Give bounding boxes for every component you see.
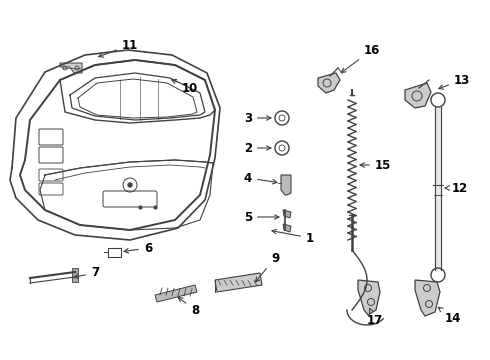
Polygon shape: [318, 73, 340, 93]
Text: 11: 11: [99, 39, 138, 57]
Polygon shape: [358, 280, 380, 315]
Text: 12: 12: [445, 181, 468, 194]
Polygon shape: [60, 63, 82, 73]
Polygon shape: [435, 107, 441, 270]
Text: 10: 10: [172, 80, 198, 95]
Polygon shape: [415, 280, 440, 316]
Text: 4: 4: [244, 171, 277, 185]
Text: 8: 8: [178, 297, 199, 316]
Text: 3: 3: [244, 112, 271, 125]
Polygon shape: [155, 285, 197, 302]
Text: 1: 1: [272, 229, 314, 244]
Polygon shape: [283, 210, 291, 218]
Text: 9: 9: [256, 252, 279, 282]
Text: 6: 6: [124, 242, 152, 255]
Text: 17: 17: [367, 308, 383, 327]
Polygon shape: [72, 268, 78, 282]
Text: 13: 13: [439, 73, 470, 89]
Polygon shape: [215, 273, 262, 292]
Text: 2: 2: [244, 141, 271, 154]
Text: 15: 15: [360, 158, 391, 171]
Polygon shape: [405, 83, 431, 108]
Text: 7: 7: [74, 266, 99, 279]
Polygon shape: [283, 224, 291, 232]
Polygon shape: [281, 175, 291, 195]
Text: 5: 5: [244, 211, 279, 224]
Text: 14: 14: [438, 307, 461, 324]
Text: 16: 16: [341, 44, 380, 73]
Circle shape: [128, 183, 132, 187]
